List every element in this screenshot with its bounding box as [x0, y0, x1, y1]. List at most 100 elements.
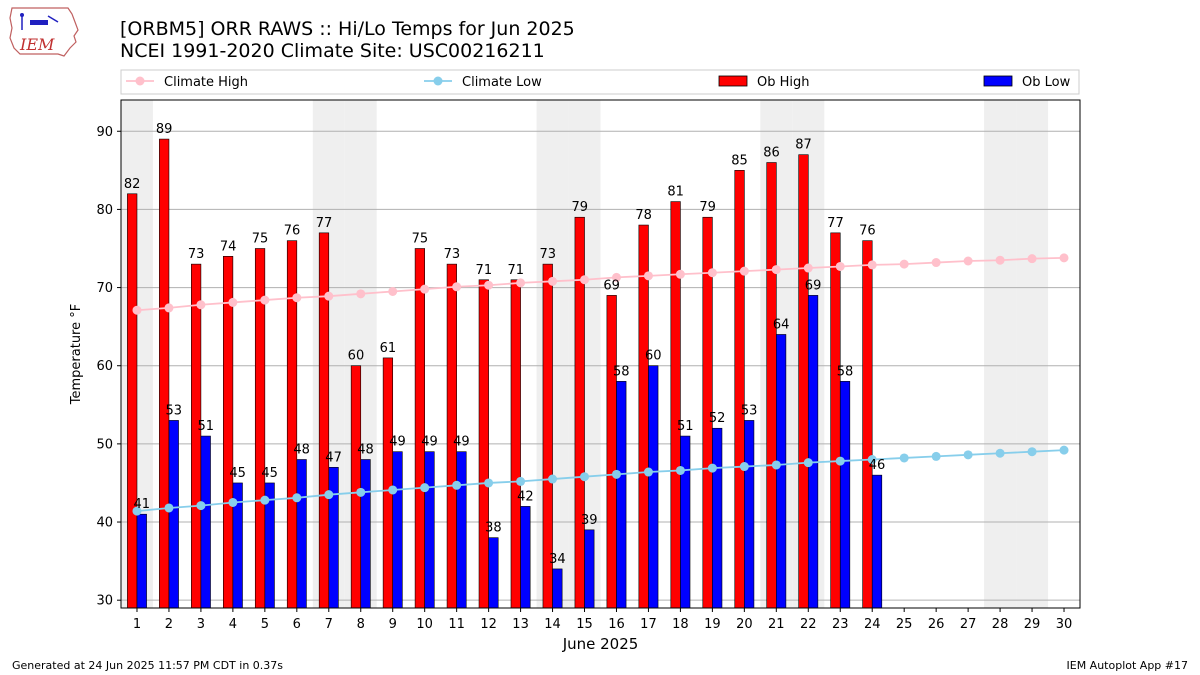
label-ob-low-9: 49 [389, 435, 406, 450]
climate-low-point-10 [420, 483, 430, 493]
footer-app-id: IEM Autoplot App #17 [1066, 659, 1189, 672]
bar-ob-high-20 [734, 170, 745, 609]
xtick-label-23: 23 [832, 617, 849, 632]
xtick-label-2: 2 [165, 617, 173, 632]
xtick-label-7: 7 [325, 617, 333, 632]
legend-frame [120, 69, 1080, 95]
climate-low-point-7 [324, 490, 334, 500]
legend-label-ob-high: Ob High [757, 75, 810, 90]
climate-high-point-2 [164, 303, 174, 313]
legend-label-ob-low: Ob Low [1022, 75, 1071, 90]
bar-ob-high-8 [350, 365, 362, 609]
label-ob-high-21: 86 [763, 146, 780, 161]
label-ob-high-8: 60 [348, 349, 365, 364]
gridlines [121, 130, 1080, 601]
chart-subtitle: NCEI 1991-2020 Climate Site: USC00216211 [120, 40, 545, 62]
ytick-label-40: 40 [96, 516, 113, 531]
bar-ob-low-19 [712, 427, 723, 609]
ytick-label-30: 30 [96, 594, 113, 609]
xtick-label-10: 10 [416, 617, 433, 632]
label-ob-high-23: 77 [827, 216, 844, 231]
xtick-label-9: 9 [389, 617, 397, 632]
xtick-label-14: 14 [544, 617, 561, 632]
climate-high-point-21 [771, 265, 781, 275]
bar-ob-low-1 [136, 513, 147, 609]
label-ob-high-3: 73 [188, 247, 205, 262]
bar-ob-low-21 [776, 334, 787, 609]
climate-high-point-1 [132, 305, 142, 315]
climate-high-line [136, 256, 1065, 312]
label-ob-low-13: 42 [517, 489, 534, 504]
legend-item-climate-low: Climate Low [424, 75, 542, 90]
bar-ob-high-9 [382, 357, 394, 609]
climate-high-point-19 [707, 268, 717, 278]
climate-low-point-11 [452, 480, 462, 490]
label-ob-high-4: 74 [220, 239, 237, 254]
label-ob-high-11: 73 [444, 247, 461, 262]
bar-ob-high-1 [127, 193, 138, 609]
climate-low-point-13 [516, 476, 526, 486]
bar-ob-high-22 [798, 154, 809, 609]
label-ob-high-14: 73 [539, 247, 556, 262]
iowa-outline-icon [9, 7, 79, 57]
label-ob-low-12: 38 [485, 521, 502, 536]
climate-high-point-26 [931, 258, 941, 268]
label-ob-low-14: 34 [549, 552, 566, 567]
label-ob-low-2: 53 [165, 403, 182, 418]
label-ob-low-1: 41 [134, 497, 151, 512]
plot-frame [120, 99, 1081, 609]
bar-ob-high-12 [478, 279, 489, 609]
climate-low-point-1 [132, 506, 142, 516]
label-ob-low-21: 64 [773, 317, 790, 332]
legend-item-ob-low: Ob Low [983, 75, 1071, 90]
bar-ob-low-7 [328, 467, 339, 609]
label-ob-high-17: 78 [635, 208, 652, 223]
climate-low-swatch-marker [433, 76, 443, 86]
climate-low-point-12 [484, 478, 494, 488]
label-ob-low-5: 45 [261, 466, 278, 481]
climate-high-point-20 [739, 266, 749, 276]
ytick-label-50: 50 [96, 437, 113, 452]
climate-high-point-27 [963, 256, 973, 266]
wind-vane-icon [47, 15, 59, 23]
label-ob-high-18: 81 [667, 185, 684, 200]
weather-station-icon [30, 20, 48, 25]
climate-low-point-9 [388, 485, 398, 495]
climate-high-point-29 [1027, 254, 1037, 264]
climate-low-point-17 [643, 467, 653, 477]
climate-high-point-9 [388, 286, 398, 296]
climate-low-point-29 [1027, 447, 1037, 457]
xtick-label-16: 16 [608, 617, 625, 632]
label-ob-low-3: 51 [197, 419, 214, 434]
climate-lines [132, 253, 1069, 516]
bar-ob-low-8 [360, 459, 371, 609]
sun-icon [20, 13, 24, 17]
y-axis: 30 40 50 60 70 80 90 [96, 125, 121, 609]
footer-generated-note: Generated at 24 Jun 2025 11:57 PM CDT in… [12, 659, 284, 672]
label-ob-high-24: 76 [859, 224, 876, 239]
legend-item-climate-high: Climate High [126, 75, 248, 90]
bar-ob-low-22 [807, 295, 819, 609]
bar-ob-high-7 [318, 232, 330, 609]
climate-low-point-30 [1059, 445, 1069, 455]
xtick-label-19: 19 [704, 617, 721, 632]
climate-low-point-26 [931, 451, 941, 461]
ytick-label-90: 90 [96, 125, 113, 140]
xtick-label-5: 5 [261, 617, 269, 632]
xtick-label-12: 12 [480, 617, 497, 632]
label-ob-high-7: 77 [316, 216, 333, 231]
bar-ob-high-24 [862, 240, 873, 609]
xtick-label-25: 25 [896, 617, 913, 632]
label-ob-high-22: 87 [795, 138, 812, 153]
label-ob-high-19: 79 [699, 200, 716, 215]
label-ob-low-17: 60 [645, 349, 662, 364]
xtick-label-15: 15 [576, 617, 593, 632]
label-ob-low-10: 49 [421, 435, 438, 450]
bar-ob-low-18 [680, 435, 691, 609]
bar-ob-low-20 [744, 420, 755, 609]
climate-high-point-25 [899, 259, 909, 269]
bar-ob-low-16 [616, 381, 627, 609]
climate-low-point-25 [899, 453, 909, 463]
label-ob-low-24: 46 [869, 458, 886, 473]
bar-labels: 82 89 73 74 75 76 77 60 61 75 73 71 71 73 79 69 78 81 79 85… [124, 122, 885, 567]
